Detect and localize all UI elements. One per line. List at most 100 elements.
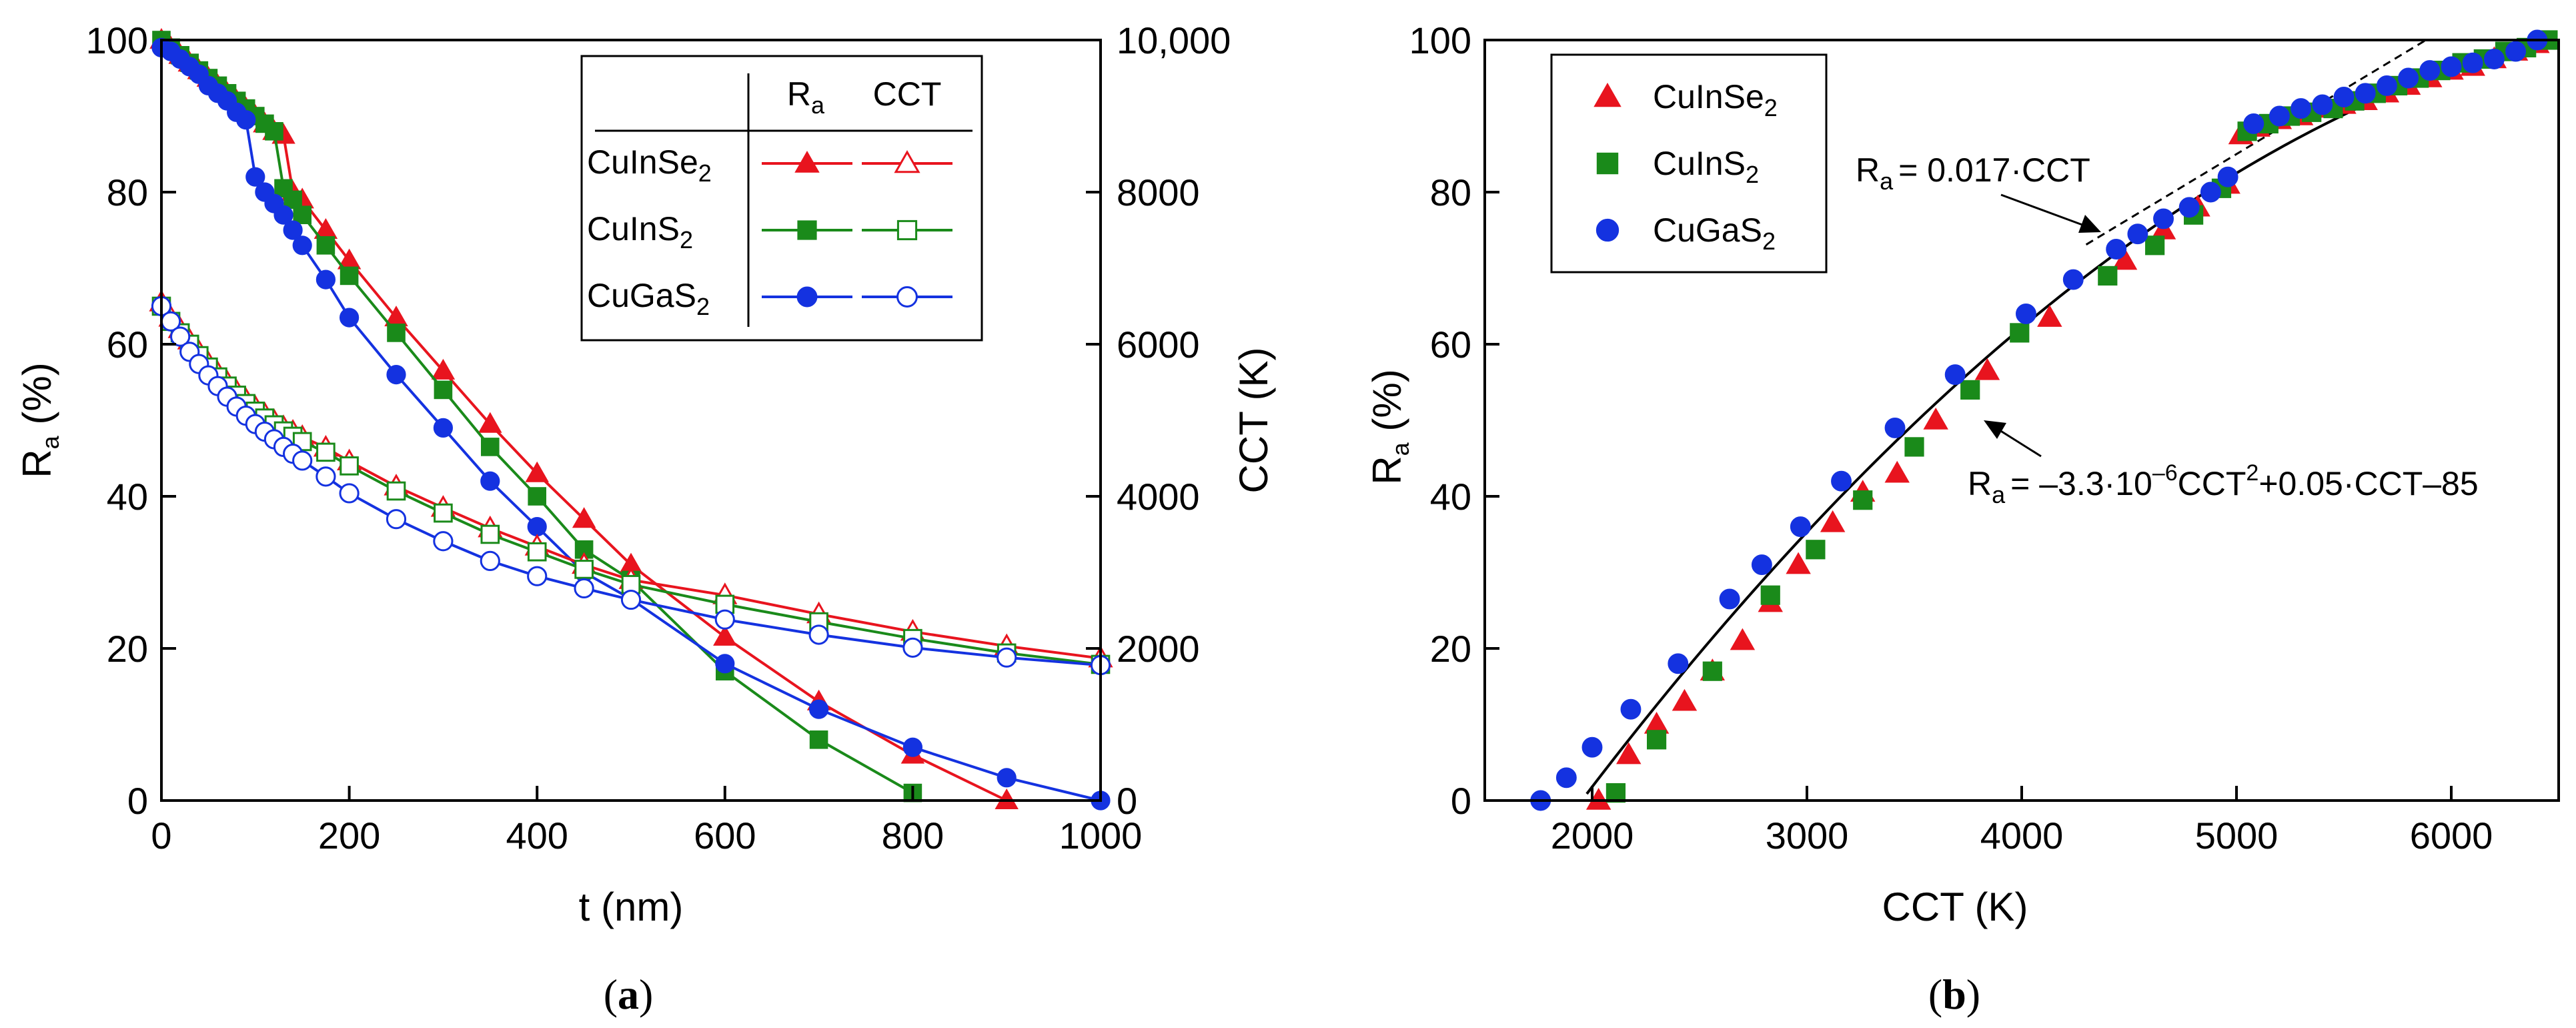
chart-b-point-0-14 <box>2112 247 2138 270</box>
chart-a-legend-marker-cct-0 <box>894 149 920 173</box>
chart-b-point-2-16 <box>2178 197 2200 218</box>
chart-a-series-points-3 <box>149 290 1113 668</box>
chart-b-point-2-24 <box>2355 83 2376 104</box>
chart-b-point-1-3 <box>1760 585 1780 605</box>
chart-a-ytick-right-label-4: 8000 <box>1117 171 1200 213</box>
chart-b-annotation-quadratic-sup1: –6 <box>2152 460 2178 486</box>
chart-a-point-5-25 <box>808 624 829 645</box>
chart-b-legend-marker-1 <box>1596 152 1619 175</box>
chart-a-point-1-25 <box>809 730 828 749</box>
chart-a-legend-entry-0-sub: 2 <box>698 159 712 187</box>
chart-a-point-5-18 <box>386 509 407 530</box>
chart-b-marks <box>1530 29 2558 811</box>
chart-b-point-1-8 <box>2010 323 2030 343</box>
chart-b-ytick-label-5: 100 <box>1409 19 1471 61</box>
chart-b-point-0-5 <box>1730 628 1756 650</box>
panel-label-b-letter: b <box>1942 971 1966 1018</box>
chart-b-point-2-13 <box>2106 239 2127 260</box>
chart-a-point-5-21 <box>527 566 548 586</box>
chart-b-point-1-6 <box>1904 437 1924 457</box>
chart-a-series-line-5 <box>160 305 1101 667</box>
chart-a-series-points-4 <box>151 296 1111 674</box>
chart-a-ytick-left-label-2: 40 <box>107 476 148 518</box>
chart-b-point-2-20 <box>2269 105 2290 127</box>
chart-b-point-2-22 <box>2312 94 2333 115</box>
chart-a-legend-entry-1: CuInS2 <box>587 210 693 253</box>
chart-b-point-1-10 <box>2145 235 2165 255</box>
chart-a-point-2-14 <box>283 220 303 240</box>
chart-b-point-2-4 <box>1668 653 1689 674</box>
chart-a-legend-entry-0: CuInSe2 <box>587 143 712 187</box>
chart-a-frame <box>160 39 1102 802</box>
chart-a-point-5-23 <box>620 589 642 610</box>
chart-a-point-2-19 <box>433 418 454 438</box>
chart-a-ytick-right-label-2: 4000 <box>1117 476 1200 518</box>
chart-b-point-2-5 <box>1719 588 1740 610</box>
chart-b-series-points-2 <box>1530 29 2548 811</box>
chart-a-point-5-17 <box>339 483 360 504</box>
chart-b-annotation-quadratic-t2: CCT <box>2178 465 2246 502</box>
chart-a-point-5-20 <box>480 550 500 572</box>
chart-a-ytick-left-label-1: 20 <box>107 628 148 670</box>
chart-a-point-2-21 <box>527 517 547 537</box>
chart-a-point-2-27 <box>997 768 1017 788</box>
chart-a-point-2-10 <box>245 167 265 187</box>
chart-a-ylabel-left-sub: a <box>37 435 64 449</box>
panel-label-a: (a) <box>604 971 654 1018</box>
chart-b-xtick-label-4: 6000 <box>2410 815 2493 857</box>
chart-b-point-1-7 <box>1960 380 1980 400</box>
chart-a-point-5-22 <box>574 578 594 599</box>
chart-a-legend-entry-1-main: CuInS <box>587 210 680 247</box>
chart-b-xtick-label-2: 4000 <box>1980 815 2064 857</box>
chart-a-ylabel-left: Ra (%) <box>15 362 64 478</box>
chart-a-legend-header-ra: Ra <box>787 75 825 119</box>
chart-b-point-2-2 <box>1581 736 1603 758</box>
chart-b-legend-marks <box>1593 82 1622 242</box>
chart-b-point-2-25 <box>2376 75 2397 96</box>
chart-a-gridless-marks <box>149 27 1113 811</box>
chart-a-point-2-15 <box>292 235 312 255</box>
chart-b-point-2-12 <box>2062 269 2084 290</box>
chart-b-ytick-label-4: 80 <box>1430 171 1471 213</box>
chart-b-point-0-7 <box>1786 552 1811 574</box>
chart-a-ytick-left-label-3: 60 <box>107 324 148 366</box>
chart-b-point-2-7 <box>1790 516 1811 538</box>
chart-a-ylabel-left-rest: (%) <box>15 362 59 436</box>
chart-b-ticks: 2000 3000 4000 5000 6000 0 20 40 60 80 100 <box>1409 19 2493 857</box>
chart-a-ytick-left-label-4: 80 <box>107 171 148 213</box>
chart-b-ytick-label-3: 60 <box>1430 324 1471 366</box>
chart-a-legend-entry-2-sub: 2 <box>696 293 710 320</box>
chart-a-point-1-19 <box>434 380 453 400</box>
chart-b-point-2-30 <box>2483 49 2505 69</box>
chart-a-series-points-5 <box>151 296 1111 676</box>
chart-b-annotation-quadratic-t3: +0.05·CCT–85 <box>2259 465 2478 502</box>
panel-label-a-close: ) <box>639 971 653 1018</box>
chart-a-point-4-16 <box>316 442 336 462</box>
chart-b-xtick-label-0: 2000 <box>1551 815 1634 857</box>
chart-b-point-0-1 <box>1616 742 1642 764</box>
chart-a-ytick-right-label-1: 2000 <box>1117 628 1200 670</box>
chart-a-point-5-15 <box>292 450 313 471</box>
chart-b-annotation-quadratic-arrowhead <box>1984 420 2006 439</box>
chart-b-xtick-label-1: 3000 <box>1766 815 1849 857</box>
chart-b-legend-entry-0-sub: 2 <box>1764 94 1778 121</box>
chart-b-point-1-2 <box>1702 661 1722 681</box>
chart-a-point-1-18 <box>387 324 406 342</box>
chart-a-legend-header-ra-sub: a <box>811 91 825 119</box>
chart-a-point-0-22 <box>572 507 596 528</box>
chart-a-point-1-15 <box>293 205 311 224</box>
chart-a-legend-header-cct: CCT <box>873 75 942 113</box>
chart-b-point-1-5 <box>1853 490 1873 510</box>
chart-a-point-5-16 <box>315 466 336 487</box>
chart-b-annotation-quadratic-sup2: 2 <box>2246 460 2259 486</box>
chart-b-point-2-6 <box>1751 554 1772 576</box>
chart-b-legend-entry-0-main: CuInSe <box>1653 78 1764 115</box>
chart-a-point-1-12 <box>265 122 283 141</box>
chart-a-point-0-21 <box>525 461 549 482</box>
chart-a-ytick-right-label-5: 10,000 <box>1117 19 1231 61</box>
chart-b-xtick-label-3: 5000 <box>2195 815 2279 857</box>
chart-a-point-4-20 <box>480 524 500 544</box>
chart-b-point-0-11 <box>1923 407 1948 430</box>
chart-b-annotation-linear-pre: R <box>1856 151 1880 189</box>
